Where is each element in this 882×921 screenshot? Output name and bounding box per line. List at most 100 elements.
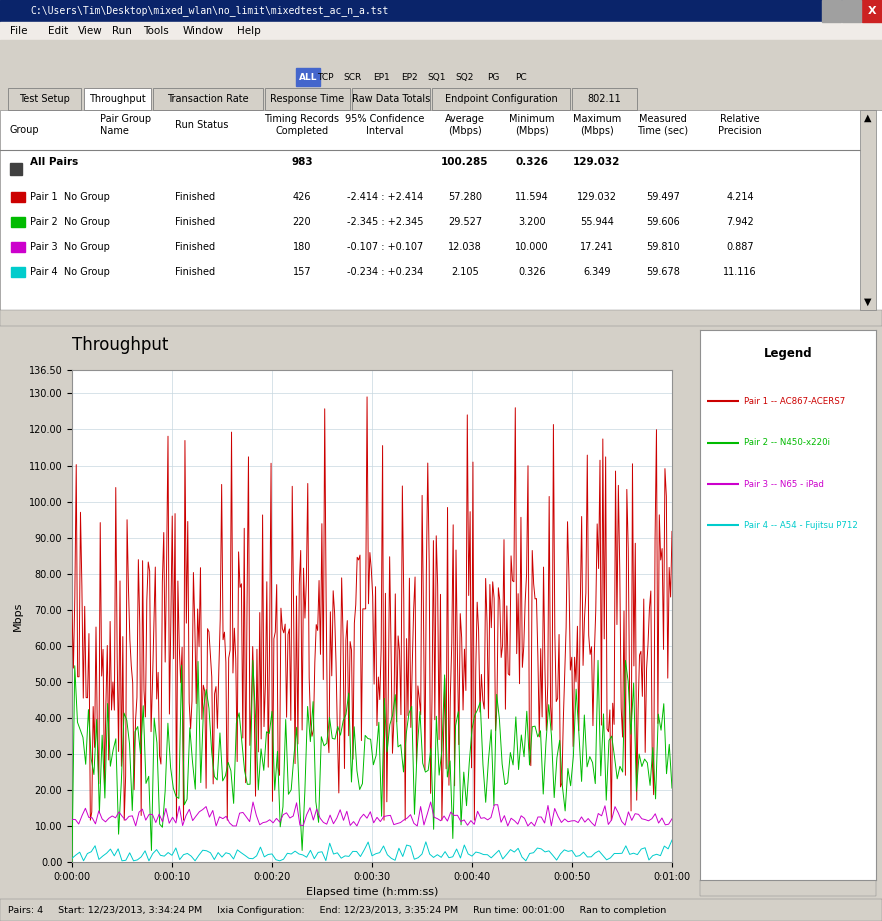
Bar xyxy=(842,0,861,22)
Text: Pair 4  No Group: Pair 4 No Group xyxy=(30,267,110,277)
Text: SQ2: SQ2 xyxy=(456,74,475,83)
Bar xyxy=(432,88,570,110)
Text: -0.107 : +0.107: -0.107 : +0.107 xyxy=(347,242,423,252)
Bar xyxy=(0,40,882,64)
Text: Pair 1  No Group: Pair 1 No Group xyxy=(30,192,110,202)
Text: Pair 3  No Group: Pair 3 No Group xyxy=(30,242,110,252)
Text: 57.280: 57.280 xyxy=(448,192,482,202)
Text: 3.200: 3.200 xyxy=(519,217,546,227)
Text: Pair Group
Name: Pair Group Name xyxy=(100,114,151,135)
Text: 802.11: 802.11 xyxy=(587,94,622,104)
Text: 59.497: 59.497 xyxy=(646,192,680,202)
Bar xyxy=(153,88,263,110)
Text: Tools: Tools xyxy=(143,26,168,36)
Text: Legend: Legend xyxy=(764,346,812,359)
Text: Pair 2 -- N450-x220i: Pair 2 -- N450-x220i xyxy=(744,438,830,448)
Text: Help: Help xyxy=(237,26,261,36)
Text: Maximum
(Mbps): Maximum (Mbps) xyxy=(573,114,621,135)
Bar xyxy=(0,0,882,22)
Bar xyxy=(572,88,637,110)
Text: 11.116: 11.116 xyxy=(723,267,757,277)
Text: Response Time: Response Time xyxy=(271,94,345,104)
Bar xyxy=(8,88,81,110)
Text: 129.032: 129.032 xyxy=(573,157,621,167)
Text: Group: Group xyxy=(10,125,40,135)
Text: -2.414 : +2.414: -2.414 : +2.414 xyxy=(347,192,423,202)
Text: 157: 157 xyxy=(293,267,311,277)
Text: Edit: Edit xyxy=(48,26,68,36)
Text: View: View xyxy=(78,26,102,36)
Text: X: X xyxy=(868,6,877,16)
Bar xyxy=(11,192,25,202)
Bar xyxy=(11,267,25,277)
Text: Pair 1 -- AC867-ACERS7: Pair 1 -- AC867-ACERS7 xyxy=(744,397,845,406)
Text: Pair 4 -- A54 - Fujitsu P712: Pair 4 -- A54 - Fujitsu P712 xyxy=(744,520,858,530)
Text: 426: 426 xyxy=(293,192,311,202)
Text: TCP: TCP xyxy=(317,74,333,83)
Text: 4.214: 4.214 xyxy=(726,192,754,202)
Text: Finished: Finished xyxy=(175,192,215,202)
Text: File: File xyxy=(10,26,27,36)
Text: EP2: EP2 xyxy=(400,74,417,83)
Text: 0.326: 0.326 xyxy=(515,157,549,167)
Bar xyxy=(860,110,876,310)
Text: 983: 983 xyxy=(291,157,313,167)
Bar xyxy=(822,0,841,22)
Text: Raw Data Totals: Raw Data Totals xyxy=(352,94,430,104)
Text: 29.527: 29.527 xyxy=(448,217,482,227)
Text: Transaction Rate: Transaction Rate xyxy=(168,94,249,104)
Bar xyxy=(296,68,320,86)
Text: 220: 220 xyxy=(293,217,311,227)
X-axis label: Elapsed time (h:mm:ss): Elapsed time (h:mm:ss) xyxy=(306,887,438,897)
Text: 59.810: 59.810 xyxy=(647,242,680,252)
Bar xyxy=(0,326,882,882)
Text: 95% Confidence
Interval: 95% Confidence Interval xyxy=(346,114,425,135)
Text: Finished: Finished xyxy=(175,267,215,277)
Text: Pairs: 4     Start: 12/23/2013, 3:34:24 PM     Ixia Configuration:     End: 12/2: Pairs: 4 Start: 12/23/2013, 3:34:24 PM I… xyxy=(8,905,666,915)
Bar xyxy=(0,22,882,40)
Text: Finished: Finished xyxy=(175,242,215,252)
Bar xyxy=(11,217,25,227)
Bar xyxy=(10,163,22,175)
Text: Endpoint Configuration: Endpoint Configuration xyxy=(445,94,557,104)
Text: ▼: ▼ xyxy=(864,297,871,307)
Bar xyxy=(84,88,151,110)
Text: 10.000: 10.000 xyxy=(515,242,549,252)
Text: 0.326: 0.326 xyxy=(519,267,546,277)
Bar xyxy=(0,110,882,310)
Text: Pair 3 -- N65 - iPad: Pair 3 -- N65 - iPad xyxy=(744,480,824,488)
Text: PG: PG xyxy=(487,74,499,83)
Text: EP1: EP1 xyxy=(372,74,389,83)
Text: Run: Run xyxy=(112,26,132,36)
Bar xyxy=(0,899,882,921)
Bar xyxy=(352,88,430,110)
Text: SQ1: SQ1 xyxy=(428,74,446,83)
Text: Finished: Finished xyxy=(175,217,215,227)
Text: Run Status: Run Status xyxy=(175,120,228,130)
Text: PC: PC xyxy=(515,74,527,83)
Text: 7.942: 7.942 xyxy=(726,217,754,227)
Text: Test Setup: Test Setup xyxy=(19,94,70,104)
Text: SCR: SCR xyxy=(344,74,363,83)
Text: Pair 2  No Group: Pair 2 No Group xyxy=(30,217,110,227)
Text: 11.594: 11.594 xyxy=(515,192,549,202)
Text: 180: 180 xyxy=(293,242,311,252)
Text: -0.234 : +0.234: -0.234 : +0.234 xyxy=(347,267,423,277)
Text: Timing Records
Completed: Timing Records Completed xyxy=(265,114,340,135)
Bar xyxy=(0,64,882,88)
Bar xyxy=(862,0,882,22)
Text: Relative
Precision: Relative Precision xyxy=(718,114,762,135)
Text: Window: Window xyxy=(183,26,224,36)
Text: 55.944: 55.944 xyxy=(580,217,614,227)
Text: 129.032: 129.032 xyxy=(577,192,617,202)
Text: Measured
Time (sec): Measured Time (sec) xyxy=(638,114,689,135)
Text: Average
(Mbps): Average (Mbps) xyxy=(445,114,485,135)
Bar xyxy=(265,88,350,110)
Text: All Pairs: All Pairs xyxy=(30,157,78,167)
Text: 0.887: 0.887 xyxy=(726,242,754,252)
Text: Throughput: Throughput xyxy=(89,94,146,104)
Bar xyxy=(11,242,25,252)
Bar xyxy=(700,880,876,896)
Text: 59.606: 59.606 xyxy=(647,217,680,227)
Y-axis label: Mbps: Mbps xyxy=(13,601,23,631)
